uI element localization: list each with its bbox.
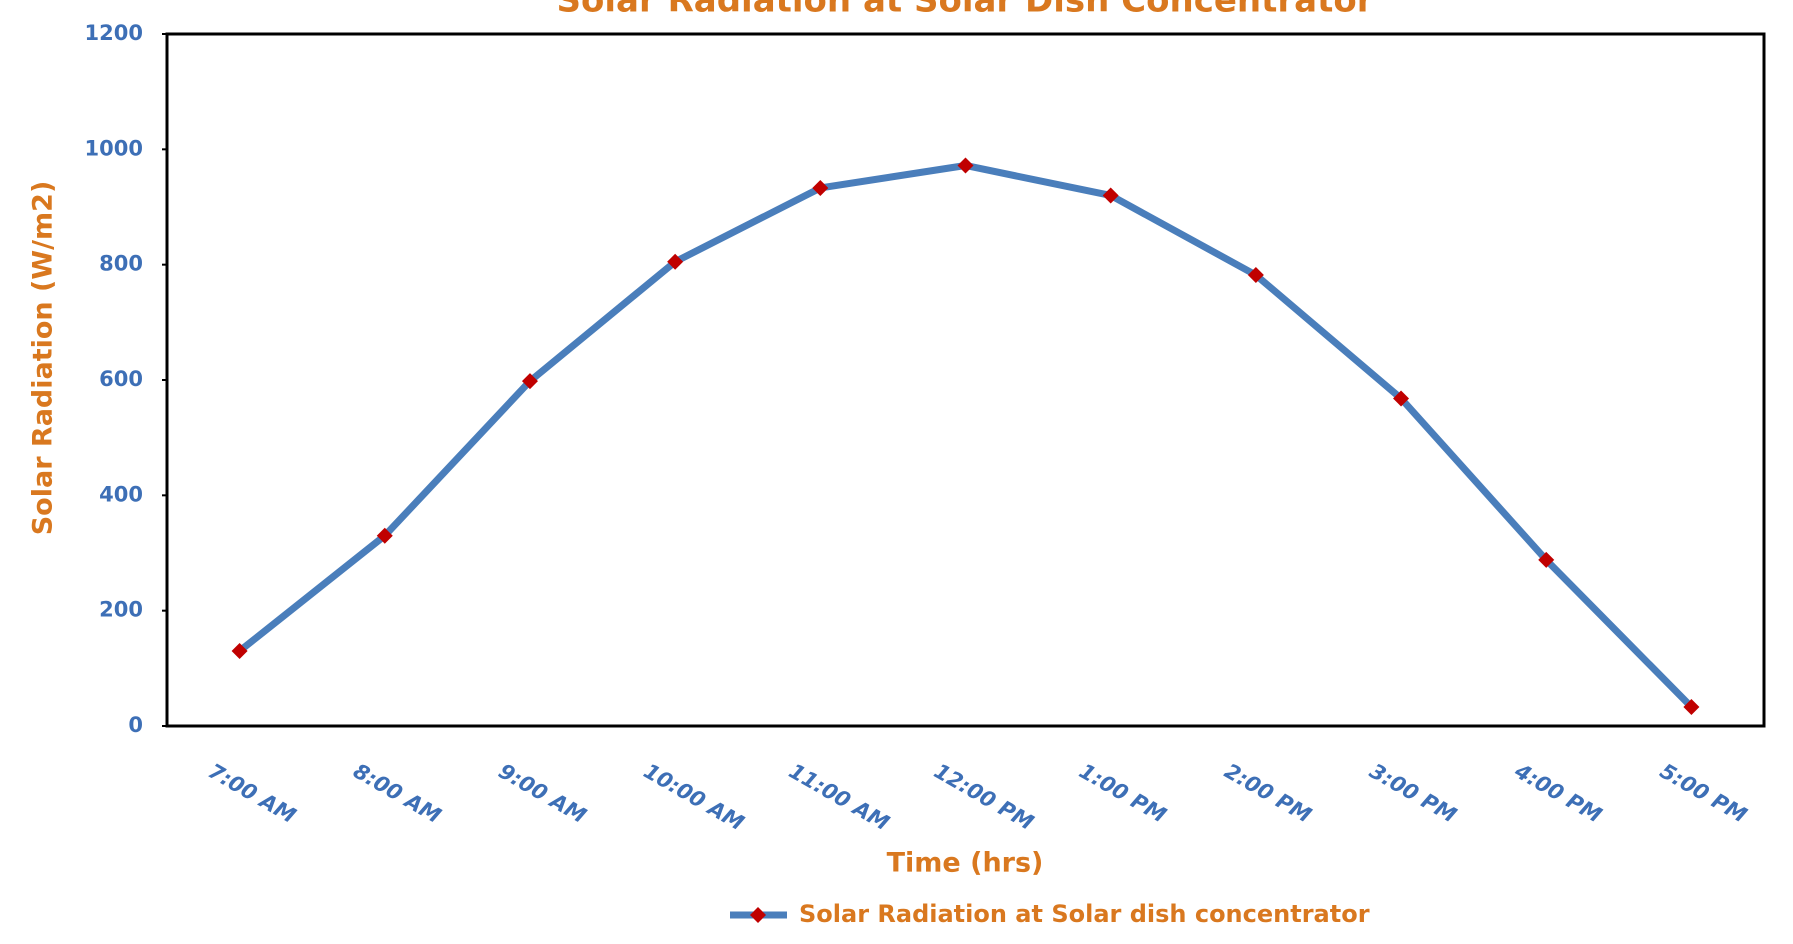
x-tick-label: 12:00 PM [930, 759, 1038, 835]
marker [1683, 698, 1700, 715]
legend-label: Solar Radiation at Solar dish concentrat… [799, 900, 1370, 928]
y-tick-label: 0 [128, 713, 143, 737]
marker [1102, 187, 1119, 204]
chart-title: Solar Radiation at Solar Dish Concentrat… [557, 0, 1374, 21]
y-tick-label: 1000 [85, 136, 143, 160]
y-tick-label: 600 [99, 367, 143, 391]
line [237, 161, 1694, 710]
x-tick-label: 4:00 PM [1510, 758, 1606, 827]
x-tick-label: 9:00 AM [494, 759, 590, 828]
marker [957, 157, 974, 174]
x-tick-label: 10:00 AM [640, 759, 748, 835]
x-tick-label: 7:00 AM [204, 759, 300, 828]
marker [521, 373, 538, 390]
y-tick-label: 200 [99, 598, 143, 622]
x-tick-label: 1:00 PM [1075, 759, 1170, 828]
y-tick-label: 400 [99, 482, 143, 506]
x-tick-label: 2:00 PM [1220, 759, 1315, 828]
marker [1247, 267, 1264, 284]
y-axis-title: Solar Radiation (W/m2) [28, 181, 59, 536]
x-tick-label: 11:00 AM [785, 759, 893, 835]
legend-marker [750, 907, 766, 923]
x-tick-label: 8:00 AM [349, 759, 445, 828]
plot-area [165, 32, 1766, 728]
x-tick-label: 3:00 PM [1366, 759, 1461, 828]
x-tick-label: 5:00 PM [1656, 759, 1751, 828]
y-tick-label: 1200 [85, 21, 143, 45]
marker [1393, 390, 1410, 407]
marker [1538, 551, 1555, 568]
y-tick-label: 800 [99, 252, 143, 276]
x-axis-title: Time (hrs) [887, 848, 1044, 879]
marker [667, 253, 684, 270]
marker [376, 527, 393, 544]
marker [812, 179, 829, 196]
marker [231, 643, 248, 660]
